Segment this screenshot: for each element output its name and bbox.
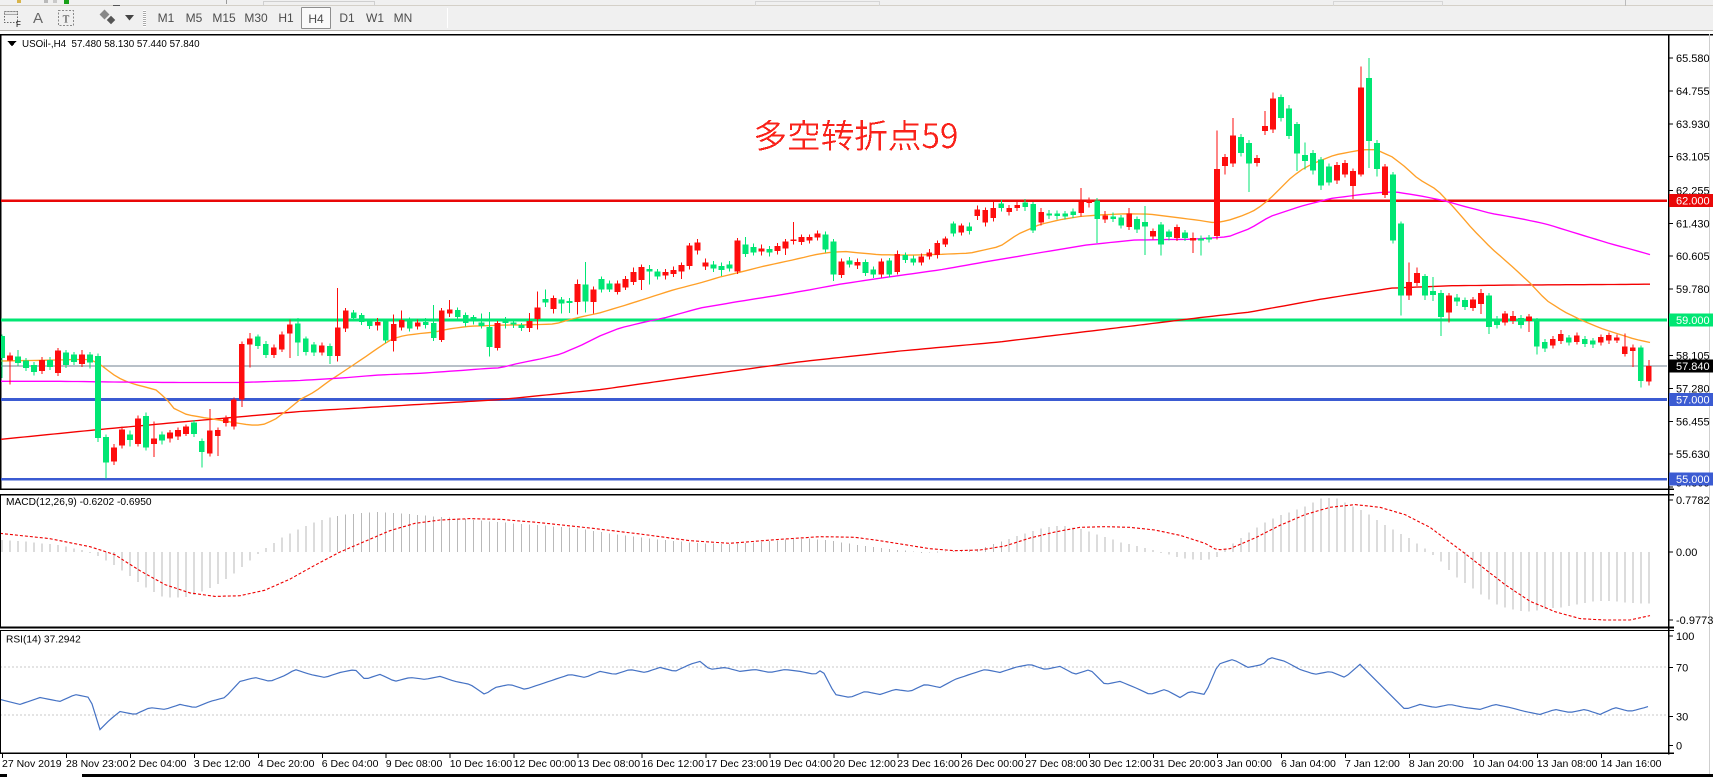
svg-text:10 Jan 04:00: 10 Jan 04:00 (1473, 758, 1534, 770)
svg-text:0.00: 0.00 (1676, 547, 1697, 559)
svg-text:63.930: 63.930 (1676, 119, 1710, 131)
svg-text:7 Jan 12:00: 7 Jan 12:00 (1345, 758, 1400, 770)
svg-text:13 Dec 08:00: 13 Dec 08:00 (578, 758, 641, 770)
svg-text:100: 100 (1676, 631, 1694, 643)
svg-text:61.430: 61.430 (1676, 218, 1710, 230)
svg-text:8 Jan 20:00: 8 Jan 20:00 (1409, 758, 1464, 770)
svg-text:0: 0 (1676, 741, 1682, 753)
svg-text:30 Dec 12:00: 30 Dec 12:00 (1089, 758, 1152, 770)
svg-text:F: F (16, 20, 21, 28)
svg-text:62.000: 62.000 (1676, 196, 1710, 208)
svg-text:19 Dec 04:00: 19 Dec 04:00 (769, 758, 832, 770)
svg-text:56.455: 56.455 (1676, 416, 1710, 428)
svg-text:MACD(12,26,9) -0.6202 -0.6950: MACD(12,26,9) -0.6202 -0.6950 (6, 497, 152, 508)
svg-text:63.105: 63.105 (1676, 152, 1710, 164)
svg-text:0.7782: 0.7782 (1676, 495, 1710, 507)
svg-text:58.105: 58.105 (1676, 351, 1710, 363)
svg-text:26 Dec 00:00: 26 Dec 00:00 (961, 758, 1024, 770)
svg-text:64.755: 64.755 (1676, 86, 1710, 98)
svg-text:57.840: 57.840 (1676, 361, 1710, 373)
svg-text:RSI(14) 37.2942: RSI(14) 37.2942 (6, 635, 81, 646)
svg-text:28 Nov 23:00: 28 Nov 23:00 (66, 758, 129, 770)
svg-text:27 Nov 2019: 27 Nov 2019 (2, 758, 62, 770)
svg-text:20 Dec 12:00: 20 Dec 12:00 (833, 758, 896, 770)
svg-text:4 Dec 20:00: 4 Dec 20:00 (258, 758, 315, 770)
svg-text:13 Jan 08:00: 13 Jan 08:00 (1537, 758, 1598, 770)
svg-text:59.780: 59.780 (1676, 284, 1710, 296)
svg-text:55.000: 55.000 (1676, 474, 1710, 486)
svg-text:3 Dec 12:00: 3 Dec 12:00 (194, 758, 251, 770)
svg-text:30: 30 (1676, 711, 1688, 723)
svg-text:14 Jan 16:00: 14 Jan 16:00 (1601, 758, 1662, 770)
svg-text:10 Dec 16:00: 10 Dec 16:00 (450, 758, 513, 770)
svg-text:16 Dec 12:00: 16 Dec 12:00 (642, 758, 705, 770)
svg-text:59.000: 59.000 (1676, 315, 1710, 327)
svg-text:USOil-,H4 57.480 58.130 57.44: USOil-,H4 57.480 58.130 57.440 57.840 (22, 39, 200, 50)
svg-text:6 Jan 04:00: 6 Jan 04:00 (1281, 758, 1336, 770)
svg-text:9 Dec 08:00: 9 Dec 08:00 (386, 758, 443, 770)
svg-text:12 Dec 00:00: 12 Dec 00:00 (514, 758, 577, 770)
svg-text:2 Dec 04:00: 2 Dec 04:00 (130, 758, 187, 770)
svg-text:27 Dec 08:00: 27 Dec 08:00 (1025, 758, 1088, 770)
svg-text:31 Dec 20:00: 31 Dec 20:00 (1153, 758, 1216, 770)
svg-text:57.280: 57.280 (1676, 384, 1710, 396)
svg-text:3 Jan 00:00: 3 Jan 00:00 (1217, 758, 1272, 770)
svg-text:55.630: 55.630 (1676, 449, 1710, 461)
svg-text:6 Dec 04:00: 6 Dec 04:00 (322, 758, 379, 770)
svg-text:70: 70 (1676, 663, 1688, 675)
svg-text:T: T (63, 14, 70, 26)
svg-text:-0.9773: -0.9773 (1676, 615, 1713, 627)
svg-text:65.580: 65.580 (1676, 53, 1710, 65)
svg-text:17 Dec 23:00: 17 Dec 23:00 (706, 758, 769, 770)
svg-text:60.605: 60.605 (1676, 251, 1710, 263)
svg-text:23 Dec 16:00: 23 Dec 16:00 (897, 758, 960, 770)
svg-text:57.000: 57.000 (1676, 395, 1710, 407)
